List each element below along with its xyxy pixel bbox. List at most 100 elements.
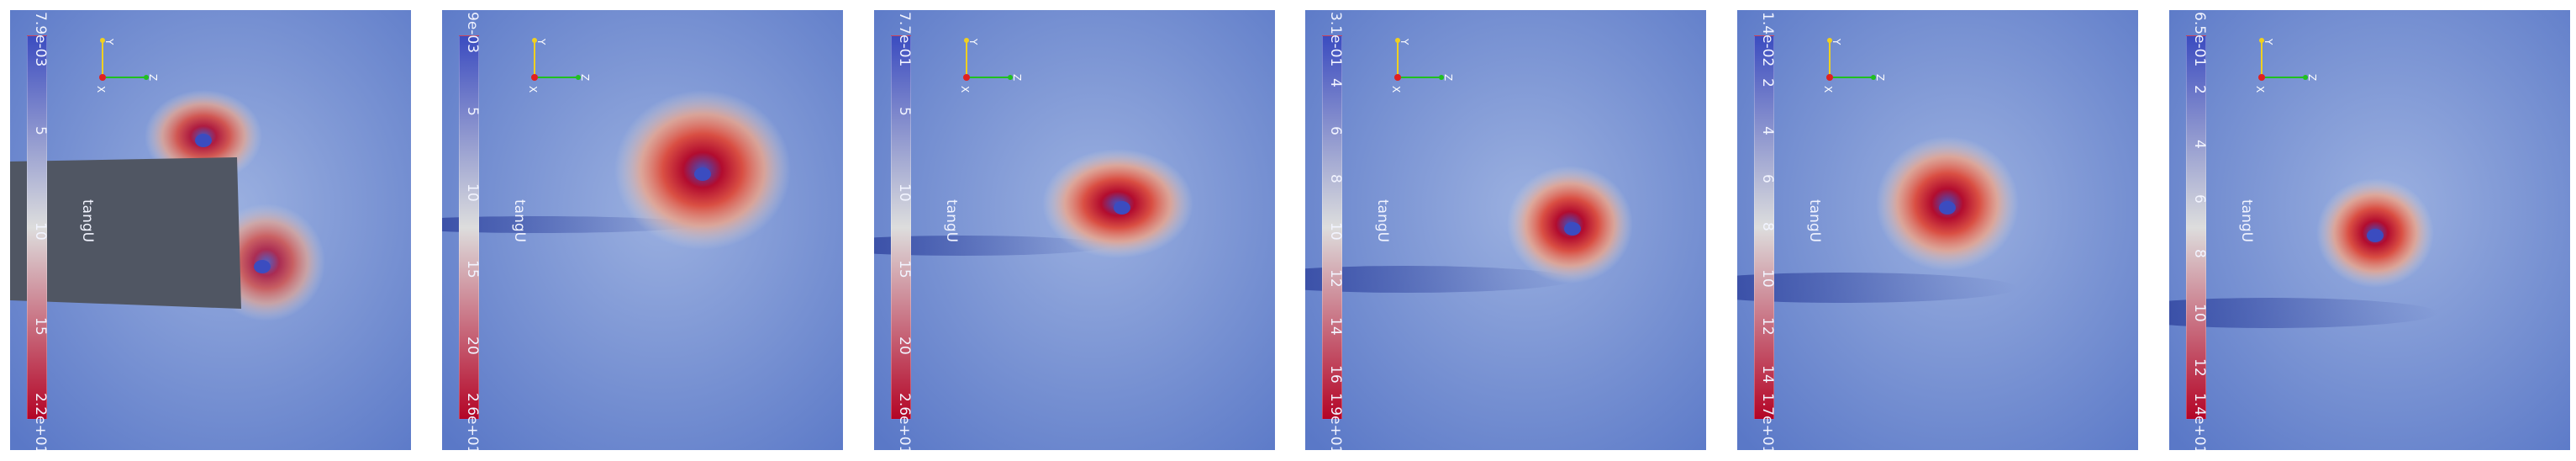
axis-x-label: X: [959, 86, 971, 93]
colorbar-title: tangU: [511, 199, 528, 243]
colorbar-tick-label: 14: [1327, 317, 1344, 336]
field-panel: 7.9e-03 2.2e+01 5 10 15 tangU Y X Z: [10, 10, 411, 450]
colorbar-min-label: 1.4e+01: [2191, 393, 2208, 450]
colorbar-title: tangU: [2238, 199, 2255, 243]
orientation-axes: Y X Z: [959, 38, 1023, 93]
orientation-axes: Y X Z: [527, 38, 591, 93]
orientation-axes: Y X Z: [1822, 38, 1886, 93]
colorbar-tick-label: 10: [32, 221, 49, 241]
colorbar-max-label: 3.1e-01: [1327, 12, 1344, 67]
axis-z-label: Z: [147, 74, 159, 81]
axis-y-label: Y: [1399, 38, 1410, 45]
orientation-axes: Y X Z: [95, 38, 159, 93]
colorbar-tick-label: 4: [1759, 125, 1776, 135]
vortex-core: [1114, 201, 1130, 215]
colorbar-tick-label: 16: [1327, 365, 1344, 384]
vortex-core: [694, 167, 711, 181]
colorbar-tick-label: 4: [1327, 77, 1344, 87]
colorbar-tick-label: 5: [32, 125, 49, 135]
vortex-core: [1939, 201, 1956, 215]
axis-y-label: Y: [2263, 38, 2274, 45]
velocity-field: [1737, 10, 2138, 450]
axis-x-label: X: [527, 86, 539, 93]
colorbar-tick-label: 15: [896, 260, 913, 278]
colorbar-tick-label: 10: [1759, 269, 1776, 289]
colorbar-title: tangU: [943, 199, 960, 243]
wake-streak: [1737, 273, 2018, 303]
wake-streak: [1305, 266, 1574, 293]
colorbar-tick-label: 14: [1759, 365, 1776, 384]
field-panel: 7.7e-01 2.6e+01 5 10 15 20 tangU Y X Z: [874, 10, 1275, 450]
colorbar: [27, 35, 47, 420]
colorbar-min-label: 1.7e+01: [1759, 393, 1776, 450]
colorbar-tick-label: 8: [1327, 173, 1344, 183]
axis-z-label: Z: [1874, 74, 1886, 81]
colorbar: [1754, 35, 1774, 420]
orientation-axes: Y X Z: [2254, 38, 2318, 93]
colorbar-tick-label: 2: [1759, 77, 1776, 87]
colorbar-tick-label: 5: [896, 107, 913, 116]
colorbar: [1322, 35, 1342, 420]
axis-y-label: Y: [535, 38, 547, 45]
field-panel: 1.4e-02 1.7e+01 2 4 6 8 10 12 14 tangU Y X Z: [1737, 10, 2138, 450]
vortex-core: [2367, 229, 2384, 242]
vortex-core: [254, 260, 271, 273]
velocity-field: [1305, 10, 1706, 450]
axis-x-label: X: [1822, 86, 1834, 93]
axis-x-label: X: [1390, 86, 1402, 93]
colorbar-tick-label: 4: [2191, 140, 2208, 149]
colorbar-min-label: 2.6e+01: [896, 393, 913, 450]
colorbar-tick-label: 10: [896, 183, 913, 202]
colorbar-tick-label: 6: [1759, 173, 1776, 183]
colorbar-title: tangU: [1374, 199, 1391, 243]
velocity-field: [442, 10, 843, 450]
colorbar-tick-label: 8: [1759, 221, 1776, 231]
colorbar-max-label: 6.5e-01: [2191, 12, 2208, 67]
colorbar-tick-label: 10: [2191, 304, 2208, 322]
colorbar-tick-label: 15: [464, 260, 481, 278]
axis-z-label: Z: [579, 74, 591, 81]
velocity-field: [2169, 10, 2570, 450]
colorbar-tick-label: 6: [2191, 194, 2208, 204]
wake-streak: [2169, 298, 2438, 328]
colorbar-tick-label: 12: [1759, 317, 1776, 336]
obstacle-body: [10, 157, 241, 309]
vortex-core: [195, 134, 212, 147]
colorbar-tick-label: 5: [464, 107, 481, 116]
axis-z-label: Z: [2306, 74, 2318, 81]
wake-streak: [874, 236, 1109, 256]
colorbar-title: tangU: [79, 199, 96, 243]
velocity-field: [874, 10, 1275, 450]
colorbar-tick-label: 10: [464, 183, 481, 202]
colorbar-tick-label: 20: [464, 336, 481, 355]
axis-z-label: Z: [1442, 74, 1454, 81]
axis-x-label: X: [95, 86, 107, 93]
colorbar-max-label: 9e-03: [464, 12, 481, 54]
colorbar-tick-label: 20: [896, 336, 913, 355]
colorbar-max-label: 7.9e-03: [32, 12, 49, 67]
axis-z-label: Z: [1011, 74, 1023, 81]
colorbar-tick-label: 10: [1327, 221, 1344, 241]
colorbar-tick-label: 15: [32, 317, 49, 336]
colorbar-tick-label: 12: [1327, 269, 1344, 289]
colorbar-min-label: 1.9e+01: [1327, 393, 1344, 450]
colorbar-max-label: 1.4e-02: [1759, 12, 1776, 67]
velocity-field: [10, 10, 411, 450]
colorbar-tick-label: 6: [1327, 125, 1344, 135]
field-panel: 9e-03 2.6e+01 5 10 15 20 tangU Y X Z: [442, 10, 843, 450]
colorbar-min-label: 2.6e+01: [464, 393, 481, 450]
colorbar-min-label: 2.2e+01: [32, 393, 49, 450]
colorbar-tick-label: 2: [2191, 85, 2208, 94]
field-panel: 6.5e-01 1.4e+01 2 4 6 8 10 12 tangU Y X Z: [2169, 10, 2570, 450]
colorbar: [2186, 35, 2206, 420]
colorbar-max-label: 7.7e-01: [896, 12, 913, 67]
colorbar: [891, 35, 911, 420]
colorbar-tick-label: 12: [2191, 358, 2208, 377]
vortex-core: [1564, 222, 1581, 236]
axis-y-label: Y: [103, 38, 115, 45]
field-panel: 3.1e-01 1.9e+01 4 6 8 10 12 14 16 tangU Y X Z: [1305, 10, 1706, 450]
axis-y-label: Y: [967, 38, 979, 45]
colorbar: [459, 35, 479, 420]
colorbar-title: tangU: [1806, 199, 1823, 243]
axis-y-label: Y: [1831, 38, 1842, 45]
